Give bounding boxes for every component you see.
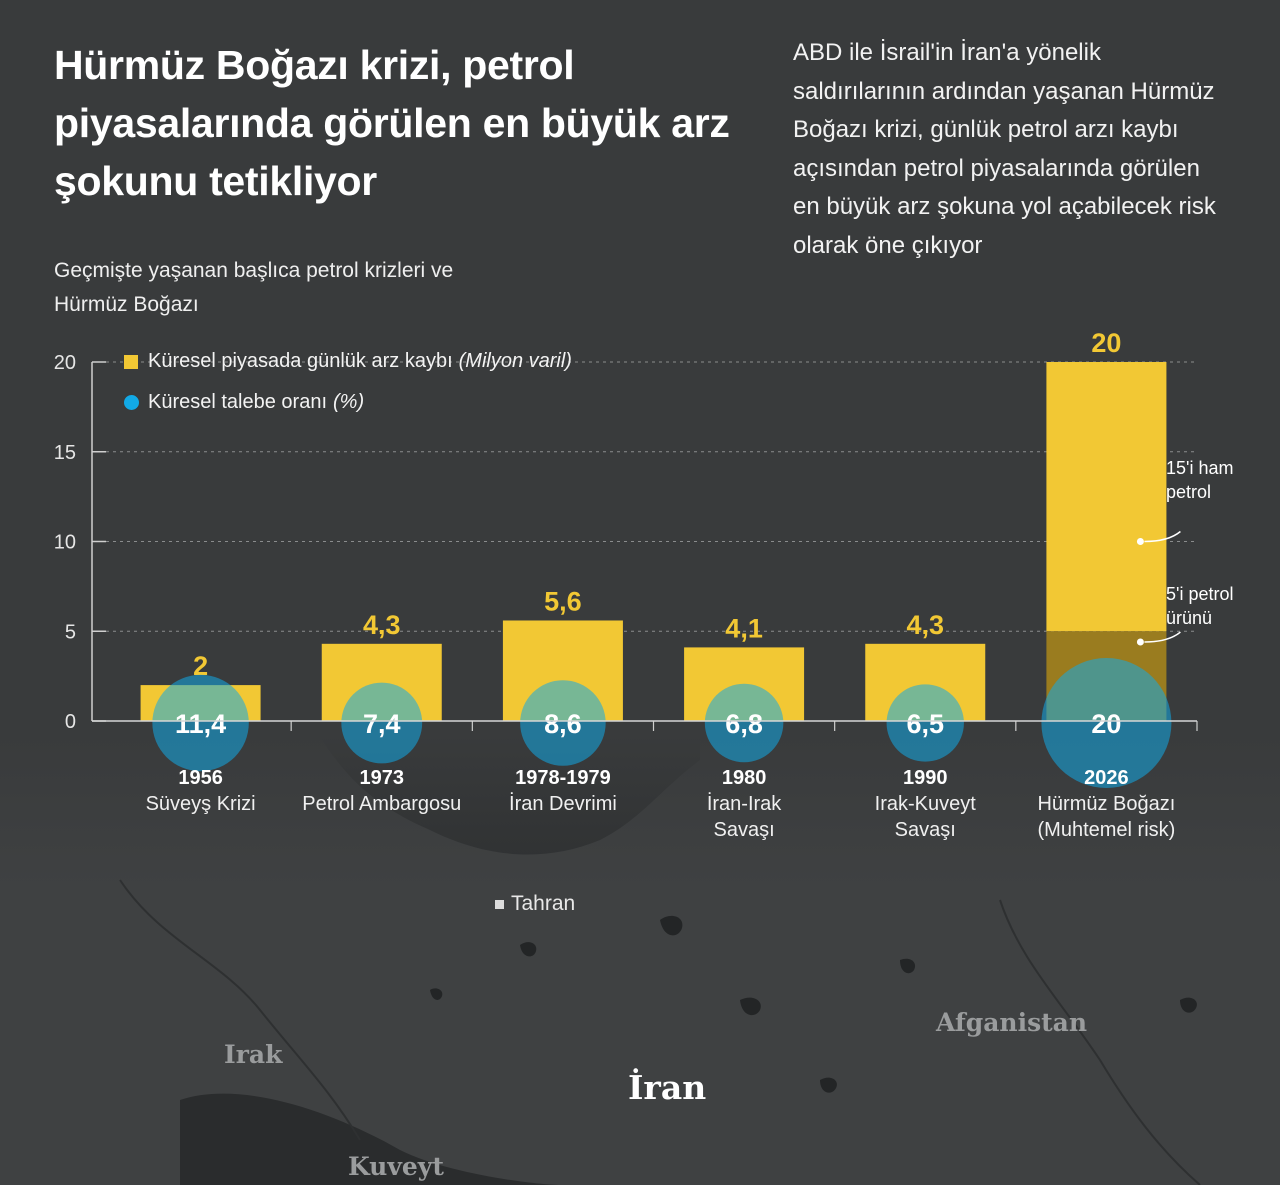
category-name: Süveyş Krizi <box>146 793 256 815</box>
legend-demand-unit: (%) <box>333 391 365 413</box>
legend-supply-unit: (Milyon varil) <box>458 350 572 372</box>
legend-supply: Küresel piyasada günlük arz kaybı (Milyo… <box>124 350 572 373</box>
category-name: İran-Irak <box>707 792 782 815</box>
chart-subtitle: Geçmişte yaşanan başlıca petrol krizleri… <box>54 259 454 316</box>
share-circle <box>704 683 784 763</box>
category-name: İran Devrimi <box>509 792 617 815</box>
capital-name: Tahran <box>511 892 576 915</box>
share-circle <box>1041 658 1172 788</box>
share-label: 6,5 <box>906 709 944 739</box>
category-name: Irak-Kuveyt <box>875 793 977 815</box>
share-circle <box>520 680 606 766</box>
share-label: 6,8 <box>725 709 763 739</box>
map-label-iraq: Irak <box>224 1040 283 1069</box>
category-name: Savaşı <box>714 819 775 841</box>
y-tick-label: 20 <box>54 352 76 374</box>
bar-value-label: 2 <box>193 651 208 681</box>
category-year: 1956 <box>178 767 223 789</box>
category-year: 1973 <box>360 767 405 789</box>
capital-label: Tahran <box>495 892 575 916</box>
share-label: 11,4 <box>175 709 226 739</box>
category-name: Savaşı <box>895 819 956 841</box>
map-label-afghanistan: Afganistan <box>936 1008 1088 1037</box>
y-tick-label: 0 <box>65 711 76 733</box>
pointer-line <box>1144 530 1181 543</box>
category-year: 1990 <box>903 767 948 789</box>
share-circle <box>341 682 423 764</box>
legend-circle-swatch <box>124 395 139 410</box>
bar-segment-crude <box>1046 362 1167 632</box>
share-label: 8,6 <box>544 709 582 739</box>
bar-value-label: 4,1 <box>725 613 763 643</box>
legend-bar-swatch <box>124 354 138 369</box>
category-year: 1978-1979 <box>515 767 611 789</box>
category-name: Hürmüz Boğazı <box>1037 793 1175 815</box>
share-label: 20 <box>1091 709 1121 739</box>
page-title: Hürmüz Boğazı krizi, petrol piyasalarınd… <box>54 42 730 204</box>
map-label-iran: İran <box>628 1068 707 1107</box>
bar-value-label: 5,6 <box>544 586 582 616</box>
legend-supply-label: Küresel piyasada günlük arz kaybı <box>148 350 453 372</box>
bar-value-label: 4,3 <box>363 610 401 640</box>
category-year: 2026 <box>1084 767 1129 789</box>
y-tick-label: 15 <box>54 442 76 464</box>
legend-demand: Küresel talebe oranı (%) <box>124 391 364 414</box>
intro-text: ABD ile İsrail'in İran'a yönelik saldırı… <box>793 39 1216 259</box>
category-name: (Muhtemel risk) <box>1038 819 1176 841</box>
pointer-line <box>1144 631 1181 643</box>
y-tick-label: 10 <box>54 532 76 554</box>
note-petroleum-products: 5'i petrol ürünü <box>1166 584 1234 628</box>
bar-value-label: 20 <box>1091 328 1121 358</box>
pointer-dot <box>1136 638 1144 646</box>
pointer-dot <box>1136 538 1144 545</box>
capital-marker-icon <box>495 899 504 909</box>
share-circle <box>152 674 249 772</box>
category-year: 1980 <box>722 767 767 789</box>
share-label: 7,4 <box>363 709 401 739</box>
map-label-kuwait: Kuveyt <box>348 1152 444 1181</box>
category-name: Petrol Ambargosu <box>302 793 461 815</box>
bar-value-label: 4,3 <box>906 610 944 640</box>
share-circle <box>886 684 964 762</box>
y-tick-label: 5 <box>65 621 76 643</box>
legend-demand-label: Küresel talebe oranı <box>148 391 328 413</box>
note-crude-oil: 15'i ham petrol <box>1166 458 1234 502</box>
